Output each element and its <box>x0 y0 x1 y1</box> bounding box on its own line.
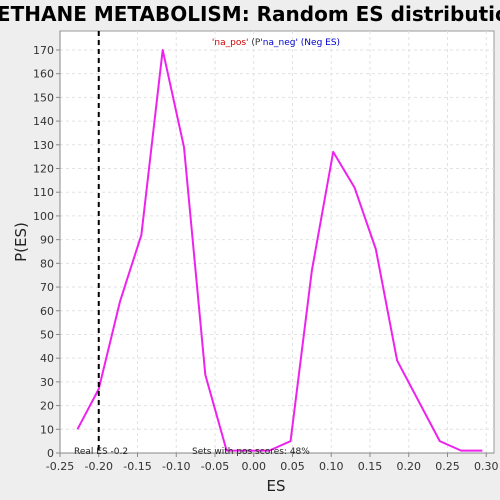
y-axis-ticks: 0 10 20 30 40 50 60 70 80 90 100 110 120 130 140 150 160… <box>33 44 60 460</box>
y-tick-label: 30 <box>40 376 54 389</box>
y-tick-label: 70 <box>40 281 54 294</box>
x-tick-label: 0.00 <box>242 460 267 473</box>
x-tick-label: -0.15 <box>123 460 151 473</box>
y-axis-label: P(ES) <box>12 222 30 262</box>
grid-lines <box>59 31 494 454</box>
x-tick-label: 0.05 <box>280 460 305 473</box>
y-tick-label: 170 <box>33 44 54 57</box>
x-tick-label: 0.15 <box>358 460 383 473</box>
legend-pos-label: 'na_pos' <box>212 38 249 48</box>
legend-neg-label: 'na_neg' (Neg ES) <box>260 38 340 48</box>
y-tick-label: 60 <box>40 305 54 318</box>
y-tick-label: 110 <box>33 186 54 199</box>
y-tick-label: 160 <box>33 68 54 81</box>
x-tick-label: 0.30 <box>474 460 499 473</box>
x-tick-label: 0.25 <box>435 460 460 473</box>
x-tick-label: -0.20 <box>85 460 113 473</box>
x-tick-label: -0.05 <box>201 460 229 473</box>
real-es-label: Real ES -0.2 <box>74 447 128 457</box>
x-axis-label: ES <box>267 477 286 495</box>
y-tick-label: 90 <box>40 234 54 247</box>
chart-title: METHANE METABOLISM: Random ES distributi… <box>0 2 500 26</box>
x-tick-label: -0.10 <box>162 460 190 473</box>
x-tick-label: 0.10 <box>319 460 344 473</box>
y-tick-label: 10 <box>40 423 54 436</box>
y-tick-label: 120 <box>33 163 54 176</box>
x-tick-label: 0.20 <box>397 460 422 473</box>
y-tick-label: 150 <box>33 91 54 104</box>
axes <box>59 31 494 454</box>
legend-separator: (P <box>249 38 261 48</box>
y-tick-label: 0 <box>47 447 54 460</box>
y-tick-label: 50 <box>40 328 54 341</box>
es-distribution-line <box>76 48 483 452</box>
y-tick-label: 40 <box>40 352 54 365</box>
y-tick-label: 100 <box>33 210 54 223</box>
chart-legend: 'na_pos' (P'na_neg' (Neg ES) <box>212 38 340 48</box>
pos-scores-label: Sets with pos scores: 48% <box>192 447 310 457</box>
y-tick-label: 140 <box>33 115 54 128</box>
x-axis-ticks: -0.25 -0.20 -0.15 -0.10 -0.05 0.00 0.05 0.10 0.1… <box>46 453 499 473</box>
y-tick-label: 80 <box>40 257 54 270</box>
y-tick-label: 130 <box>33 139 54 152</box>
series-lines <box>76 48 483 452</box>
plot-area <box>59 30 495 454</box>
x-tick-label: -0.25 <box>46 460 74 473</box>
y-tick-label: 20 <box>40 400 54 413</box>
